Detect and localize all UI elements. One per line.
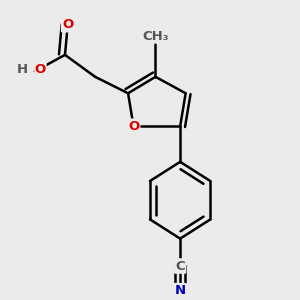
Text: O: O — [128, 120, 139, 133]
Text: C: C — [176, 260, 185, 272]
Text: O: O — [35, 64, 46, 76]
Text: O: O — [62, 18, 74, 31]
Text: N: N — [175, 284, 186, 297]
Text: H: H — [17, 64, 28, 76]
Text: CH₃: CH₃ — [142, 29, 169, 43]
